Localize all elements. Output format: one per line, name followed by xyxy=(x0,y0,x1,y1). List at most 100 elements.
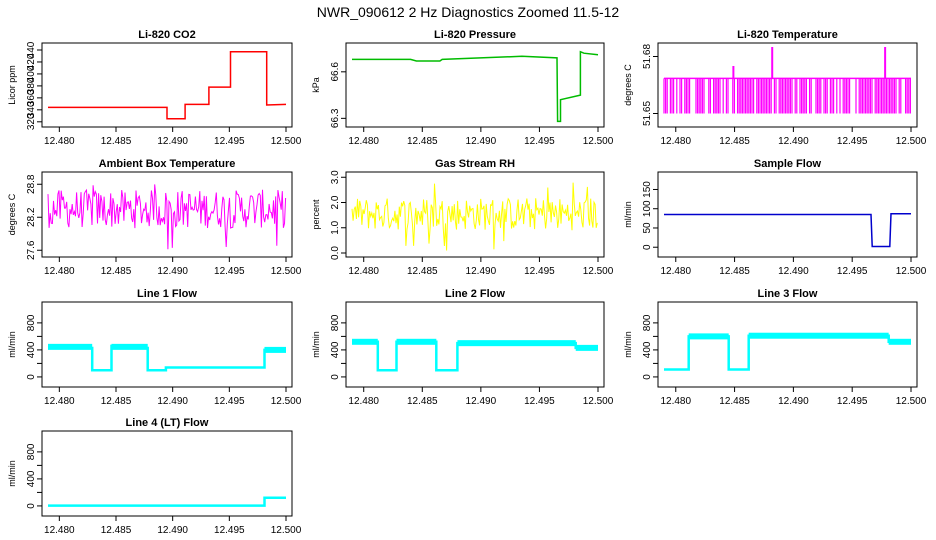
x-tick-label: 12.500 xyxy=(896,396,927,407)
x-tick-label: 12.480 xyxy=(44,136,75,147)
x-tick-label: 12.500 xyxy=(896,266,927,277)
x-tick-label: 12.485 xyxy=(719,266,750,277)
panel-title: Li-820 Pressure xyxy=(434,29,516,41)
x-tick-label: 12.485 xyxy=(407,136,438,147)
x-tick-label: 12.480 xyxy=(348,136,379,147)
y-tick-label: 28.8 xyxy=(26,174,37,194)
y-tick-label: 51.68 xyxy=(642,44,653,69)
x-tick-label: 12.490 xyxy=(157,266,188,277)
x-tick-label: 12.480 xyxy=(660,136,691,147)
x-tick-label: 12.500 xyxy=(271,136,302,147)
y-tick-label: 440 xyxy=(26,41,37,58)
panel-title: Sample Flow xyxy=(754,158,822,170)
noise-band xyxy=(111,343,148,350)
noise-band xyxy=(748,332,889,339)
y-tick-label: 400 xyxy=(330,341,341,358)
panel-title: Ambient Box Temperature xyxy=(99,158,236,170)
x-tick-label: 12.480 xyxy=(660,266,691,277)
y-tick-label: 800 xyxy=(26,314,37,331)
panel-4: Ambient Box Temperature 12.480 12.485 12.49… xyxy=(7,158,302,277)
x-tick-label: 12.480 xyxy=(44,396,75,407)
data-series-line xyxy=(351,182,598,251)
plot-frame xyxy=(345,171,605,258)
y-tick-label: 150 xyxy=(642,181,653,198)
y-tick-label: 360 xyxy=(26,89,37,106)
y-tick-label: 0 xyxy=(642,374,653,380)
y-tick-label: 28.2 xyxy=(26,207,37,227)
plot-frame xyxy=(657,171,918,258)
y-tick-label: 0 xyxy=(26,374,37,380)
plot-frame xyxy=(41,171,293,258)
x-tick-label: 12.500 xyxy=(583,266,614,277)
y-axis-label: ml/min xyxy=(623,201,633,228)
series-group xyxy=(664,212,911,248)
panel-9: Line 3 Flow 12.480 12.485 12.490 12.495 12.50… xyxy=(623,288,927,407)
x-tick-label: 12.495 xyxy=(214,525,245,536)
y-axis-label: percent xyxy=(311,199,321,230)
x-tick-label: 12.500 xyxy=(271,525,302,536)
panel-title: Gas Stream RH xyxy=(435,158,515,170)
y-tick-label: 3.0 xyxy=(330,170,341,184)
x-tick-label: 12.485 xyxy=(407,396,438,407)
x-tick-label: 12.480 xyxy=(44,525,75,536)
plot-frame xyxy=(41,430,293,517)
panel-5: Gas Stream RH 12.480 12.485 12.490 12.495 12.… xyxy=(311,158,614,277)
data-series-line xyxy=(664,334,911,371)
series-group xyxy=(664,332,911,371)
x-tick-label: 12.495 xyxy=(214,266,245,277)
y-axis-label: ml/min xyxy=(623,331,633,358)
y-axis-label: Licor ppm xyxy=(7,65,17,105)
y-axis-label: degrees C xyxy=(623,64,633,106)
series-group xyxy=(352,338,598,372)
plot-frame xyxy=(345,42,605,128)
data-series-line xyxy=(47,184,287,250)
data-series-dither xyxy=(663,78,911,114)
plot-frame xyxy=(41,42,293,128)
panel-title: Line 1 Flow xyxy=(137,288,197,300)
x-tick-label: 12.495 xyxy=(837,136,868,147)
x-tick-label: 12.495 xyxy=(524,396,555,407)
x-tick-label: 12.495 xyxy=(524,136,555,147)
data-series-line xyxy=(47,344,286,372)
y-tick-label: 66.3 xyxy=(330,108,341,128)
x-tick-label: 12.490 xyxy=(466,266,497,277)
series-group xyxy=(47,343,286,372)
y-tick-label: 0.0 xyxy=(330,246,341,260)
noise-band xyxy=(352,338,378,345)
panel-title: Li-820 CO2 xyxy=(138,29,195,41)
x-tick-label: 12.490 xyxy=(778,396,809,407)
series-group xyxy=(47,184,287,250)
x-tick-label: 12.480 xyxy=(348,396,379,407)
noise-band xyxy=(457,340,576,347)
x-tick-label: 12.485 xyxy=(407,266,438,277)
y-tick-label: 66.6 xyxy=(330,62,341,82)
noise-band xyxy=(396,338,437,345)
y-tick-label: 800 xyxy=(330,314,341,331)
x-tick-label: 12.490 xyxy=(157,525,188,536)
panel-title: Line 3 Flow xyxy=(758,288,818,300)
y-tick-label: 320 xyxy=(26,113,37,130)
data-series-line xyxy=(48,496,286,507)
noise-band xyxy=(575,344,598,351)
y-tick-label: 400 xyxy=(26,65,37,82)
x-tick-label: 12.480 xyxy=(660,396,691,407)
plot-frame xyxy=(657,301,918,388)
y-tick-label: 100 xyxy=(642,200,653,217)
x-tick-label: 12.495 xyxy=(214,396,245,407)
panel-title: Line 2 Flow xyxy=(445,288,505,300)
series-group xyxy=(48,51,287,120)
y-tick-label: 420 xyxy=(26,53,37,70)
plot-frame xyxy=(41,301,293,388)
series-group xyxy=(352,50,599,123)
y-tick-label: 0 xyxy=(26,503,37,509)
noise-band xyxy=(48,343,93,350)
data-series-line xyxy=(352,50,599,123)
x-tick-label: 12.490 xyxy=(466,396,497,407)
x-tick-label: 12.485 xyxy=(719,396,750,407)
noise-band xyxy=(688,333,729,340)
panel-7: Line 1 Flow 12.480 12.485 12.490 12.495 12.50… xyxy=(7,288,302,407)
panel-title: Li-820 Temperature xyxy=(737,29,838,41)
y-tick-label: 50 xyxy=(642,222,653,234)
x-tick-label: 12.500 xyxy=(583,136,614,147)
